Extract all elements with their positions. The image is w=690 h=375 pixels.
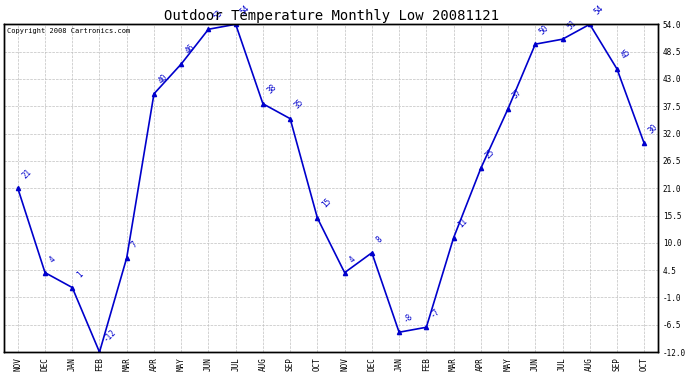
Text: 51: 51 (565, 18, 578, 31)
Text: 50: 50 (538, 23, 551, 36)
Text: -8: -8 (402, 311, 415, 324)
Title: Outdoor Temperature Monthly Low 20081121: Outdoor Temperature Monthly Low 20081121 (164, 9, 498, 23)
Text: 4: 4 (347, 255, 357, 264)
Text: 54: 54 (593, 3, 605, 16)
Text: 46: 46 (184, 43, 197, 56)
Text: 54: 54 (239, 3, 251, 16)
Text: 7: 7 (130, 240, 139, 249)
Text: 45: 45 (620, 48, 633, 61)
Text: 15: 15 (320, 197, 333, 210)
Text: 30: 30 (647, 122, 660, 135)
Text: 40: 40 (157, 73, 170, 86)
Text: 8: 8 (375, 235, 384, 244)
Text: -12: -12 (102, 328, 119, 344)
Text: 1: 1 (75, 270, 85, 279)
Text: 38: 38 (266, 82, 279, 96)
Text: 37: 37 (511, 88, 524, 100)
Text: 25: 25 (484, 147, 496, 160)
Text: 35: 35 (293, 98, 306, 111)
Text: 53: 53 (211, 8, 224, 21)
Text: Copyright 2008 Cartronics.com: Copyright 2008 Cartronics.com (8, 28, 130, 34)
Text: 21: 21 (21, 167, 33, 180)
Text: -7: -7 (429, 306, 442, 319)
Text: 4: 4 (48, 255, 57, 264)
Text: 11: 11 (456, 217, 469, 229)
